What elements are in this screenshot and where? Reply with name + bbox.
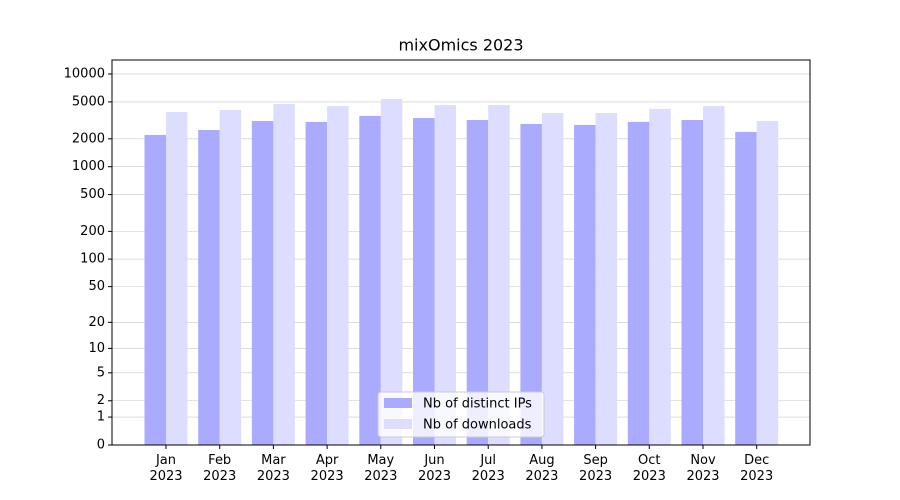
x-tick-label: Oct 2023 <box>632 453 666 484</box>
bar <box>541 112 564 446</box>
y-tick-label: 5000 <box>72 94 105 109</box>
legend-swatch <box>384 398 412 408</box>
bar <box>681 119 703 446</box>
y-tick-label: 2000 <box>72 131 105 146</box>
x-tick-label: Jan 2023 <box>149 453 183 484</box>
y-tick-label: 500 <box>80 187 105 202</box>
bar <box>198 129 220 445</box>
bar <box>595 112 618 446</box>
x-tick-label: Sep 2023 <box>579 453 613 484</box>
y-tick-label: 50 <box>88 279 105 294</box>
y-tick-label: 5 <box>97 365 105 380</box>
bar <box>574 124 596 445</box>
y-tick-label: 2 <box>97 393 105 408</box>
x-tick-label: Aug 2023 <box>525 453 559 484</box>
legend: Nb of distinct IPs Nb of downloads <box>377 391 545 438</box>
x-tick-label: Jul 2023 <box>471 453 505 484</box>
bar <box>413 118 435 445</box>
bar <box>219 109 242 445</box>
y-tick-label: 1 <box>97 410 105 425</box>
legend-swatch <box>384 419 412 429</box>
x-tick-label: Feb 2023 <box>203 453 237 484</box>
y-tick-label: 100 <box>80 252 105 267</box>
x-tick-label: May 2023 <box>364 453 398 484</box>
y-tick-label: 20 <box>88 315 105 330</box>
bar <box>735 131 757 445</box>
legend-box <box>377 391 545 438</box>
bar <box>520 123 542 445</box>
y-tick-label: 200 <box>80 224 105 239</box>
y-tick-label: 0 <box>97 438 105 453</box>
y-tick-label: 10000 <box>64 66 105 81</box>
bar <box>144 134 166 445</box>
bar <box>756 121 779 445</box>
bar <box>627 121 650 446</box>
bar <box>649 108 671 445</box>
bar <box>359 115 381 445</box>
plot-frame <box>111 59 811 446</box>
chart-title: mixOmics 2023 <box>398 36 523 55</box>
bar <box>703 105 725 445</box>
legend-label: Nb of downloads <box>423 418 532 433</box>
bar <box>273 103 295 446</box>
x-tick-label: Mar 2023 <box>256 453 290 484</box>
x-tick-label: Nov 2023 <box>686 453 720 484</box>
bar <box>251 121 274 445</box>
x-tick-label: Jun 2023 <box>417 453 452 484</box>
bar <box>305 121 328 446</box>
x-tick-label: Apr 2023 <box>310 453 344 484</box>
x-tick-label: Dec 2023 <box>740 453 774 484</box>
bar <box>488 104 510 446</box>
bar <box>434 104 456 446</box>
bar <box>327 105 349 445</box>
legend-label: Nb of distinct IPs <box>423 397 532 412</box>
y-tick-label: 1000 <box>72 159 105 174</box>
bar <box>166 112 188 446</box>
bar <box>466 119 489 446</box>
bar <box>380 99 403 446</box>
y-tick-label: 10 <box>88 341 105 356</box>
